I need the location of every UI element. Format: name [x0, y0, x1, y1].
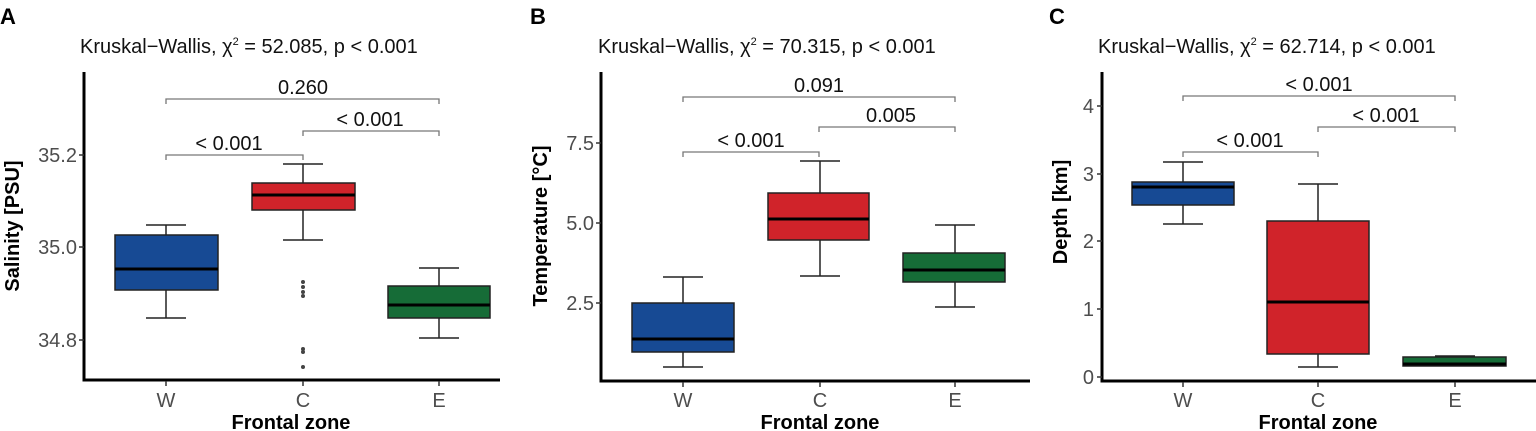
- box-w: [631, 276, 735, 368]
- x-tick-label: W: [157, 390, 176, 412]
- y-tick-label: 2: [1083, 231, 1094, 253]
- panel-b: B Kruskal−Wallis, χ2 = 70.315, p < 0.001…: [530, 4, 1030, 431]
- panel-title: Kruskal−Wallis, χ2 = 70.315, p < 0.001: [598, 36, 936, 58]
- comparison-brackets: [682, 96, 956, 157]
- y-axis-title: Temperature [°C]: [530, 146, 552, 307]
- x-tick-label: W: [674, 390, 693, 412]
- x-ticks: W C E: [157, 381, 446, 412]
- y-tick-label: 0: [1083, 367, 1094, 389]
- box-c: [251, 163, 356, 369]
- y-ticks: 35.2 35.0 34.8: [38, 145, 84, 352]
- p-value-label: < 0.001: [1285, 74, 1352, 96]
- y-axis-title: Salinity [PSU]: [2, 160, 24, 291]
- p-value-label: < 0.001: [1352, 105, 1419, 127]
- panel-letter: B: [530, 4, 546, 29]
- panel-letter: C: [1049, 4, 1065, 29]
- x-tick-label: C: [296, 390, 310, 412]
- y-ticks: 7.5 5.0 2.5: [566, 133, 601, 315]
- box-e: [1402, 355, 1507, 367]
- x-ticks: W C E: [674, 382, 962, 412]
- x-axis-title: Frontal zone: [1259, 412, 1378, 431]
- y-tick-label: 5.0: [566, 213, 594, 235]
- p-value-label: 0.091: [794, 75, 844, 97]
- x-tick-label: W: [1174, 390, 1193, 412]
- x-tick-label: C: [813, 390, 827, 412]
- comparison-brackets: [165, 98, 440, 160]
- box-e: [387, 267, 491, 339]
- box-e: [902, 224, 1006, 308]
- y-tick-label: 35.0: [38, 237, 77, 259]
- x-axis-title: Frontal zone: [761, 412, 880, 431]
- p-value-label: < 0.001: [336, 109, 403, 131]
- y-tick-label: 35.2: [38, 145, 77, 167]
- y-tick-label: 34.8: [38, 330, 77, 352]
- p-value-label: 0.005: [866, 105, 916, 127]
- x-tick-label: C: [1311, 390, 1325, 412]
- panel-title: Kruskal−Wallis, χ2 = 52.085, p < 0.001: [80, 36, 418, 58]
- p-value-label: < 0.001: [717, 130, 784, 152]
- box-w: [1131, 161, 1235, 225]
- box-w: [114, 224, 219, 319]
- p-value-label: < 0.001: [195, 133, 262, 155]
- box-c: [1266, 183, 1370, 368]
- comparison-brackets: [1182, 95, 1456, 157]
- panel-c: C Kruskal−Wallis, χ2 = 62.714, p < 0.001…: [1049, 4, 1536, 431]
- y-tick-label: 7.5: [566, 133, 594, 155]
- panel-title: Kruskal−Wallis, χ2 = 62.714, p < 0.001: [1098, 36, 1436, 58]
- panel-a: A Kruskal−Wallis, χ2 = 52.085, p < 0.001…: [0, 4, 500, 431]
- y-ticks: 4 3 2 1 0: [1083, 96, 1102, 389]
- x-tick-label: E: [948, 390, 961, 412]
- x-ticks: W C E: [1174, 382, 1462, 412]
- y-tick-label: 1: [1083, 299, 1094, 321]
- y-axis-title: Depth [km]: [1050, 160, 1072, 264]
- panel-letter: A: [0, 4, 16, 29]
- y-tick-label: 4: [1083, 96, 1094, 118]
- x-tick-label: E: [1448, 390, 1461, 412]
- x-tick-label: E: [432, 390, 445, 412]
- y-tick-label: 3: [1083, 164, 1094, 186]
- x-axis-title: Frontal zone: [232, 412, 351, 431]
- p-value-label: < 0.001: [1216, 130, 1283, 152]
- y-tick-label: 2.5: [566, 293, 594, 315]
- outliers: [301, 280, 305, 369]
- box-c: [767, 160, 870, 277]
- p-value-label: 0.260: [278, 77, 328, 99]
